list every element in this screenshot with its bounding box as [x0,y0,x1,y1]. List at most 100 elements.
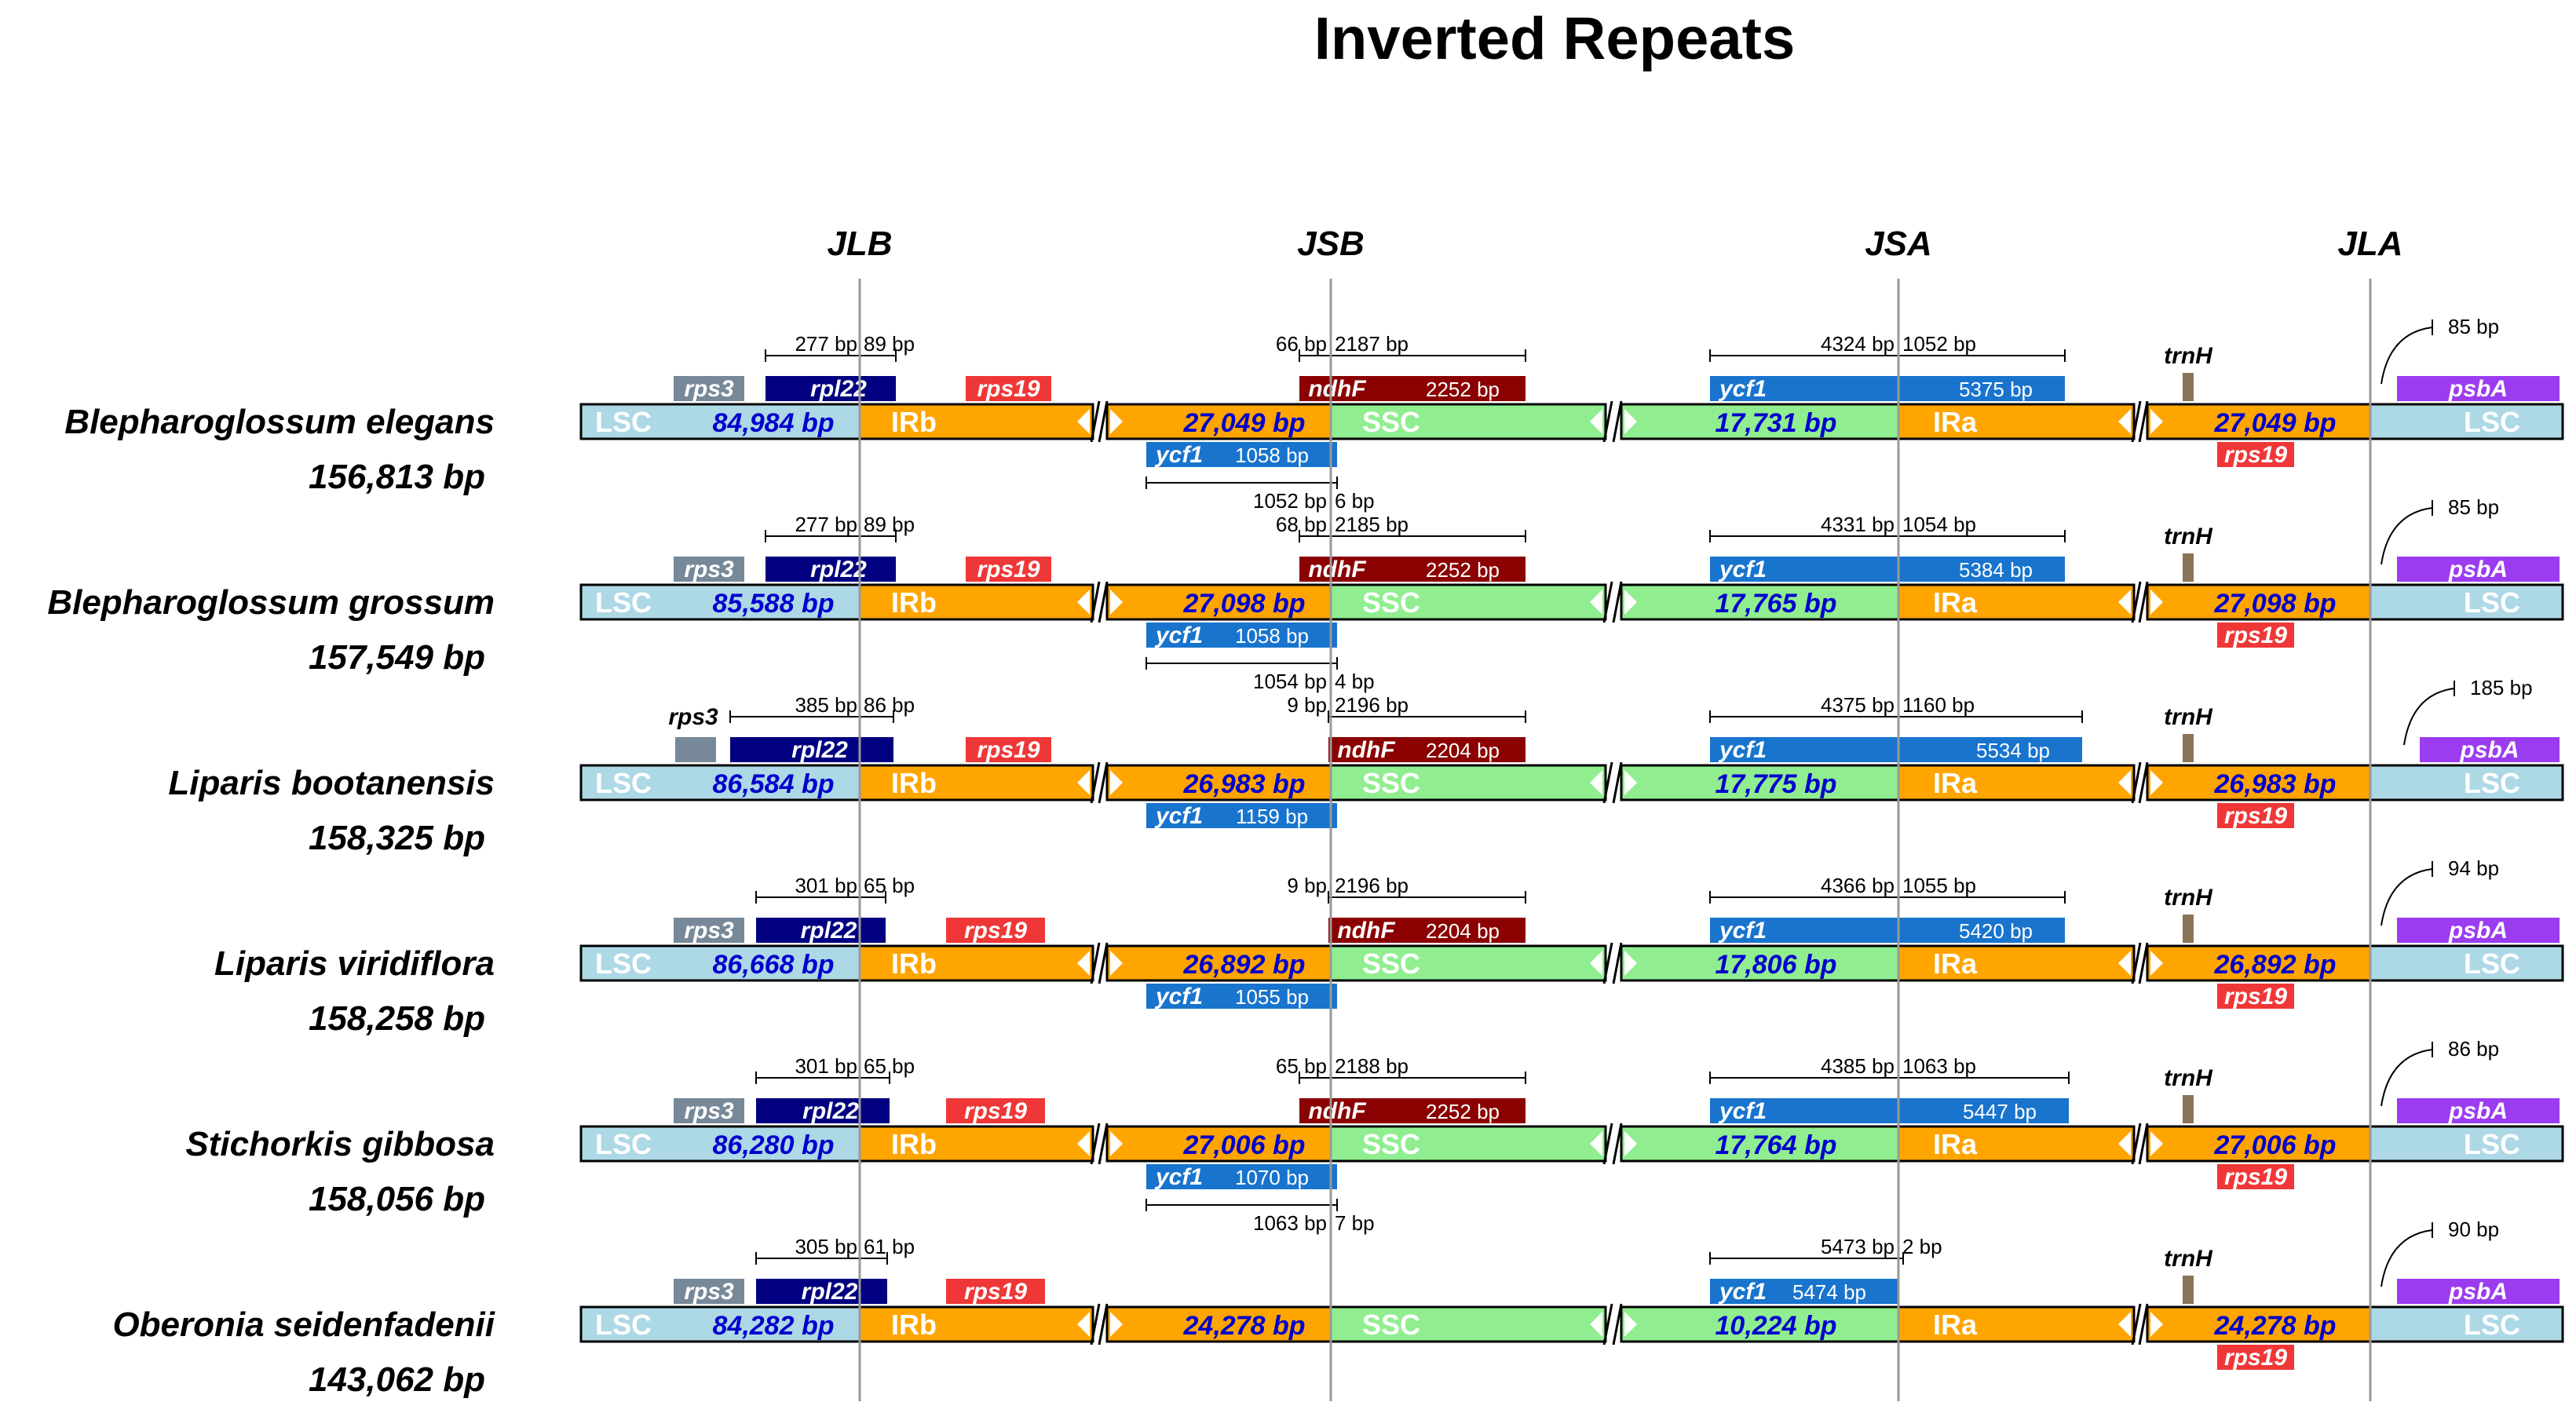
direction-arrow [2118,1312,2131,1337]
ycf1-left-distance: 4385 bp [1821,1054,1895,1078]
genome-size: 158,056 bp [309,1180,485,1218]
lsc-label: LSC [595,947,652,980]
psba-distance: 85 bp [2448,495,2499,519]
irb-segment [858,583,1094,621]
rpl22-label: rpl22 [801,918,857,944]
break-mark [2131,581,2142,623]
psba-distance: 94 bp [2448,856,2499,880]
psba-distance: 85 bp [2448,315,2499,338]
direction-arrow [1077,1131,1090,1156]
ira-length: 27,006 bp [2214,1130,2337,1160]
direction-arrow [2150,1312,2163,1337]
ndhf-gene [1299,376,1526,401]
irb-label: IRb [891,406,937,438]
ssc-length: 17,765 bp [1716,589,1837,619]
ssc-length: 10,224 bp [1716,1311,1837,1341]
ndhf-right-distance: 2185 bp [1335,513,1409,536]
rpl22-gene [765,376,896,401]
ndhf-label: ndhF [1308,376,1366,402]
direction-arrow [1077,951,1090,976]
rps19-lower-gene [2217,623,2294,648]
rpl22-left-distance: 385 bp [795,693,857,717]
break-mark [1098,400,1109,443]
ycf1-right-distance: 2 bp [1902,1235,1942,1258]
ycf1-left-distance: 4331 bp [1821,513,1895,536]
ira-label: IRa [1933,947,1978,980]
ycf1-left-distance: 4324 bp [1821,332,1895,356]
ycf1-lower-right-distance: 7 bp [1335,1211,1375,1235]
rps19-label: rps19 [964,1279,1027,1305]
ira-segment-right [2146,1305,2372,1343]
rps3-label: rps3 [684,557,734,582]
break-mark [1602,761,1613,804]
ndhf-right-distance: 2187 bp [1335,332,1409,356]
rps3-gene [674,557,744,582]
lsc-left [579,583,861,621]
rps19-label: rps19 [964,1098,1027,1124]
rpl22-label: rpl22 [810,557,867,582]
ycf1-label: ycf1 [1718,376,1767,402]
rps19-lower-label: rps19 [2224,984,2287,1010]
rpl22-right-distance: 89 bp [864,513,915,536]
irb-length: 27,006 bp [1183,1130,1306,1160]
trnh-label: trnH [2164,1246,2213,1272]
rpl22-left-distance: 305 bp [795,1235,857,1258]
break-mark [1090,1303,1101,1345]
species-name: Oberonia seidenfadenii [112,1305,495,1344]
rps3-gene [674,376,744,401]
ssc-label: SSC [1362,1128,1420,1160]
trnh-label: trnH [2164,343,2213,369]
direction-arrow [2150,409,2163,434]
lsc-label: LSC [2464,947,2520,980]
direction-arrow [2118,1131,2131,1156]
lsc-label: LSC [595,1128,652,1160]
psba-label: psbA [2448,1279,2508,1305]
trnh-gene [2183,1276,2194,1304]
direction-arrow [2118,590,2131,615]
ndhf-gene [1299,1098,1526,1123]
irb-length: 26,892 bp [1183,950,1306,980]
direction-arrow [1590,770,1602,795]
break-mark [1612,942,1623,984]
ndhf-length: 2252 bp [1426,1100,1500,1123]
ycf1-lower-gene [1146,442,1337,467]
irb-label: IRb [891,767,937,799]
lsc-label: LSC [2464,1309,2520,1341]
rps19-gene [966,557,1051,582]
direction-arrow [2150,951,2163,976]
ycf1-lower-gene [1146,1164,1337,1189]
break-mark [1090,1123,1101,1165]
rps3-label: rps3 [684,376,734,402]
break-mark [1098,761,1109,804]
ycf1-lower-label: ycf1 [1154,442,1203,468]
break-mark [1612,581,1623,623]
ycf1-label: ycf1 [1718,1098,1767,1124]
break-mark [1098,581,1109,623]
ndhf-label: ndhF [1308,1098,1366,1124]
trnh-gene [2183,373,2194,401]
direction-arrow [1624,770,1637,795]
ira-label: IRa [1933,767,1978,799]
ycf1-gene [1710,376,2065,401]
junction-label-jsb: JSB [1297,225,1365,263]
ycf1-label: ycf1 [1718,918,1767,944]
rps19-gene [946,1098,1045,1123]
rpl22-right-distance: 65 bp [864,874,915,897]
ndhf-gene [1328,918,1526,943]
ycf1-length: 5447 bp [1963,1100,2037,1123]
species-name: Blepharoglossum grossum [47,583,495,622]
ycf1-gene [1710,737,2082,762]
psba-distance-arrow [2381,1229,2433,1287]
rps3-label: rps3 [684,918,734,944]
break-mark [1602,581,1613,623]
trnh-gene [2183,553,2194,582]
break-mark [1098,1123,1109,1165]
rps19-lower-label: rps19 [2224,442,2287,468]
ndhf-left-distance: 9 bp [1287,874,1327,897]
direction-arrow [1624,590,1637,615]
break-mark [2138,400,2149,443]
lsc-label: LSC [2464,1128,2520,1160]
ycf1-lower-gene [1146,803,1337,828]
direction-arrow [1077,770,1090,795]
irb-segment [858,1125,1094,1163]
